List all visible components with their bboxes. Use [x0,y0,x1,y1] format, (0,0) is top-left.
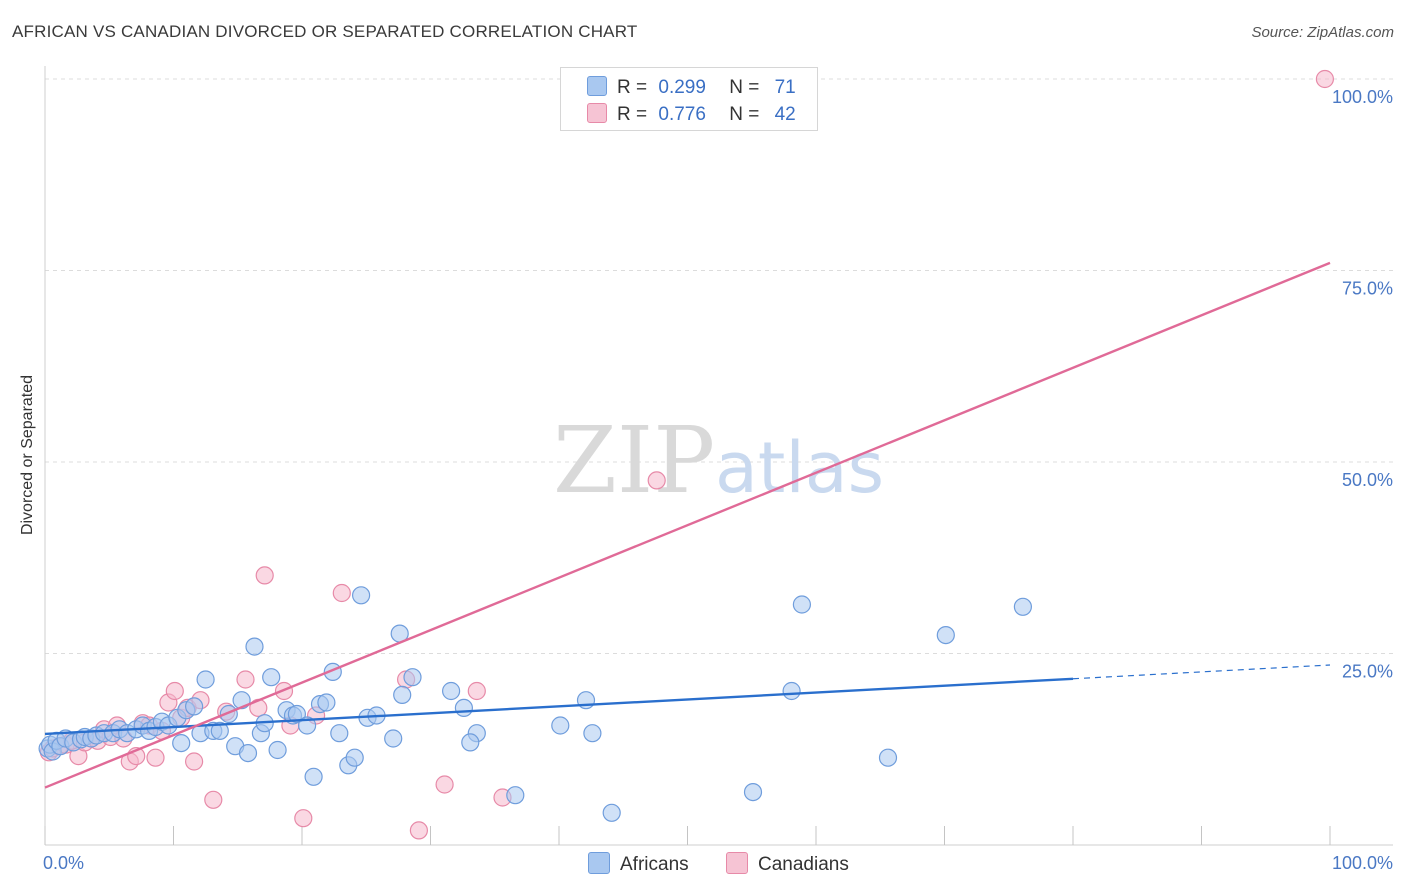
canadians-n-label: N = [729,104,760,125]
axes [44,66,1393,846]
africans-trend-line [44,677,1074,736]
x-tick-label: 100.0% [1332,853,1393,873]
africans-point [245,637,264,656]
africans-point [317,693,336,712]
africans-n-value: 71 [774,77,796,98]
canadians-point [204,790,223,809]
africans-swatch-icon [587,76,607,96]
canadians-point [165,681,184,701]
source-label: Source: ZipAtlas.com [1251,24,1394,41]
canadians-point [236,670,255,689]
africans-point [393,685,412,705]
canadians-point [185,752,204,771]
canadians-legend-icon [726,852,748,874]
canadians-r-label: R = [617,104,648,125]
canadians-r-value: 0.776 [658,104,706,125]
africans-points [38,586,1033,822]
chart-title: AFRICAN VS CANADIAN DIVORCED OR SEPARATE… [12,22,638,41]
africans-point [384,729,403,748]
y-tick-label: 100.0% [1332,87,1393,107]
bottom-legend-canadians: Canadians [726,852,849,876]
y-tick-label: 50.0% [1342,470,1393,490]
africans-point [454,698,473,718]
africans-point [602,803,621,822]
canadians-point [255,566,274,585]
africans-point [461,733,480,752]
canadians-point [294,809,313,828]
africans-point [782,681,801,701]
africans-point [1013,597,1033,616]
africans-point [792,595,812,614]
africans-point [442,681,461,701]
canadians-legend-label: Canadians [758,854,849,875]
africans-point [196,670,215,689]
canadians-point [146,748,165,767]
watermark: ZIP atlas [553,407,884,514]
africans-trend-extension [1072,664,1331,680]
africans-r-label: R = [617,77,648,98]
canadians-point [467,681,486,701]
africans-point [330,724,349,743]
canadians-point [332,583,351,603]
africans-point [304,767,323,786]
africans-point [936,625,955,645]
africans-legend-label: Africans [620,854,689,875]
africans-point [403,668,422,687]
africans-point [262,668,281,687]
trend-lines [44,261,1331,789]
africans-point [352,586,371,605]
africans-point [583,724,602,743]
africans-point [238,743,258,763]
africans-point [172,733,191,753]
africans-point [287,704,306,724]
y-tick-label: 25.0% [1342,662,1393,682]
africans-n-label: N = [729,77,760,98]
africans-point [551,716,570,735]
legend-row-africans: R = 0.299 N = 71 [587,76,796,100]
africans-point [506,786,525,805]
y-tick-label: 75.0% [1342,279,1393,299]
canadians-point [647,471,666,490]
canadians-point [1315,69,1335,89]
watermark-zip: ZIP [553,407,715,514]
africans-r-value: 0.299 [658,77,706,98]
canadians-n-value: 42 [774,104,796,125]
africans-point [878,748,898,767]
africans-point [743,782,763,802]
x-tick-label: 0.0% [43,853,84,873]
tick-labels: 25.0% 50.0% 75.0% 100.0% 0.0% 100.0% [43,87,1393,873]
legend-row-canadians: R = 0.776 N = 42 [587,103,796,127]
africans-point [268,740,287,760]
canadians-point [409,821,428,840]
africans-point [185,697,204,716]
bottom-legend-africans: Africans [588,852,689,876]
watermark-atlas: atlas [715,427,884,509]
africans-point [210,721,229,741]
grid-lines [45,78,1393,654]
canadians-trend-line [44,261,1331,789]
africans-legend-icon [588,852,610,874]
canadians-point [435,775,454,794]
correlation-legend: R = 0.299 N = 71 R = 0.776 N = 42 [560,67,818,131]
africans-point [345,748,364,767]
canadians-swatch-icon [587,103,607,123]
